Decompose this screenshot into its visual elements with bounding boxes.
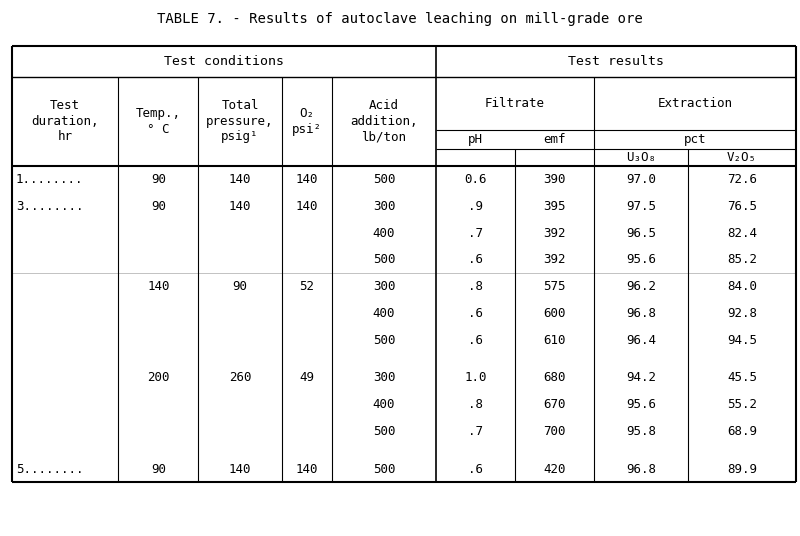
Text: 500: 500 (373, 334, 395, 347)
Text: 89.9: 89.9 (727, 463, 757, 475)
Text: 500: 500 (373, 463, 395, 475)
Text: 76.5: 76.5 (727, 200, 757, 213)
Text: .8: .8 (468, 280, 483, 293)
Text: 82.4: 82.4 (727, 227, 757, 240)
Text: 140: 140 (147, 280, 170, 293)
Text: Extraction: Extraction (658, 97, 732, 110)
Text: 90: 90 (151, 200, 166, 213)
Text: 95.6: 95.6 (626, 254, 656, 266)
Text: 390: 390 (543, 173, 566, 186)
Text: 96.5: 96.5 (626, 227, 656, 240)
Text: 49: 49 (299, 371, 314, 384)
Text: 670: 670 (543, 398, 566, 411)
Text: .7: .7 (468, 425, 483, 438)
Text: V₂O₅: V₂O₅ (727, 151, 757, 164)
Text: 500: 500 (373, 254, 395, 266)
Text: 200: 200 (147, 371, 170, 384)
Text: 1........: 1........ (16, 173, 83, 186)
Text: 97.5: 97.5 (626, 200, 656, 213)
Text: Test
duration,
hr: Test duration, hr (31, 99, 99, 144)
Text: 140: 140 (295, 173, 318, 186)
Text: Temp.,
° C: Temp., ° C (136, 107, 181, 136)
Text: 575: 575 (543, 280, 566, 293)
Text: .7: .7 (468, 227, 483, 240)
Text: 68.9: 68.9 (727, 425, 757, 438)
Text: 700: 700 (543, 425, 566, 438)
Text: 140: 140 (229, 173, 251, 186)
Text: 400: 400 (373, 398, 395, 411)
Text: 420: 420 (543, 463, 566, 475)
Text: 90: 90 (233, 280, 247, 293)
Text: 300: 300 (373, 200, 395, 213)
Text: .9: .9 (468, 200, 483, 213)
Text: pct: pct (683, 133, 706, 146)
Text: .6: .6 (468, 463, 483, 475)
Text: 392: 392 (543, 254, 566, 266)
Text: 260: 260 (229, 371, 251, 384)
Text: 85.2: 85.2 (727, 254, 757, 266)
Text: U₃O₈: U₃O₈ (626, 151, 656, 164)
Text: TABLE 7. - Results of autoclave leaching on mill-grade ore: TABLE 7. - Results of autoclave leaching… (157, 12, 643, 26)
Text: Acid
addition,
lb/ton: Acid addition, lb/ton (350, 99, 418, 144)
Text: 0.6: 0.6 (464, 173, 487, 186)
Text: 95.8: 95.8 (626, 425, 656, 438)
Text: emf: emf (543, 133, 566, 146)
Text: 95.6: 95.6 (626, 398, 656, 411)
Text: 500: 500 (373, 173, 395, 186)
Text: 500: 500 (373, 425, 395, 438)
Text: Total
pressure,
psig¹: Total pressure, psig¹ (206, 99, 274, 144)
Text: .8: .8 (468, 398, 483, 411)
Text: .6: .6 (468, 334, 483, 347)
Text: 96.4: 96.4 (626, 334, 656, 347)
Text: .6: .6 (468, 254, 483, 266)
Text: 600: 600 (543, 307, 566, 320)
Text: Test conditions: Test conditions (164, 55, 284, 68)
Text: 90: 90 (151, 173, 166, 186)
Text: 90: 90 (151, 463, 166, 475)
Text: Filtrate: Filtrate (485, 97, 545, 110)
Text: 140: 140 (229, 200, 251, 213)
Text: 400: 400 (373, 307, 395, 320)
Text: 72.6: 72.6 (727, 173, 757, 186)
Text: 94.2: 94.2 (626, 371, 656, 384)
Text: 96.2: 96.2 (626, 280, 656, 293)
Text: Test results: Test results (568, 55, 664, 68)
Text: 140: 140 (229, 463, 251, 475)
Text: 3........: 3........ (16, 200, 83, 213)
Text: 392: 392 (543, 227, 566, 240)
Text: O₂
psi²: O₂ psi² (292, 107, 322, 136)
Text: 1.0: 1.0 (464, 371, 487, 384)
Text: 92.8: 92.8 (727, 307, 757, 320)
Text: 610: 610 (543, 334, 566, 347)
Text: 52: 52 (299, 280, 314, 293)
Text: 45.5: 45.5 (727, 371, 757, 384)
Text: 96.8: 96.8 (626, 307, 656, 320)
Text: 140: 140 (295, 463, 318, 475)
Text: 94.5: 94.5 (727, 334, 757, 347)
Text: 5........: 5........ (16, 463, 83, 475)
Text: 97.0: 97.0 (626, 173, 656, 186)
Text: 55.2: 55.2 (727, 398, 757, 411)
Text: 395: 395 (543, 200, 566, 213)
Text: 96.8: 96.8 (626, 463, 656, 475)
Text: 300: 300 (373, 371, 395, 384)
Text: pH: pH (468, 133, 483, 146)
Text: 140: 140 (295, 200, 318, 213)
Text: 680: 680 (543, 371, 566, 384)
Text: 400: 400 (373, 227, 395, 240)
Text: 84.0: 84.0 (727, 280, 757, 293)
Text: .6: .6 (468, 307, 483, 320)
Text: 300: 300 (373, 280, 395, 293)
